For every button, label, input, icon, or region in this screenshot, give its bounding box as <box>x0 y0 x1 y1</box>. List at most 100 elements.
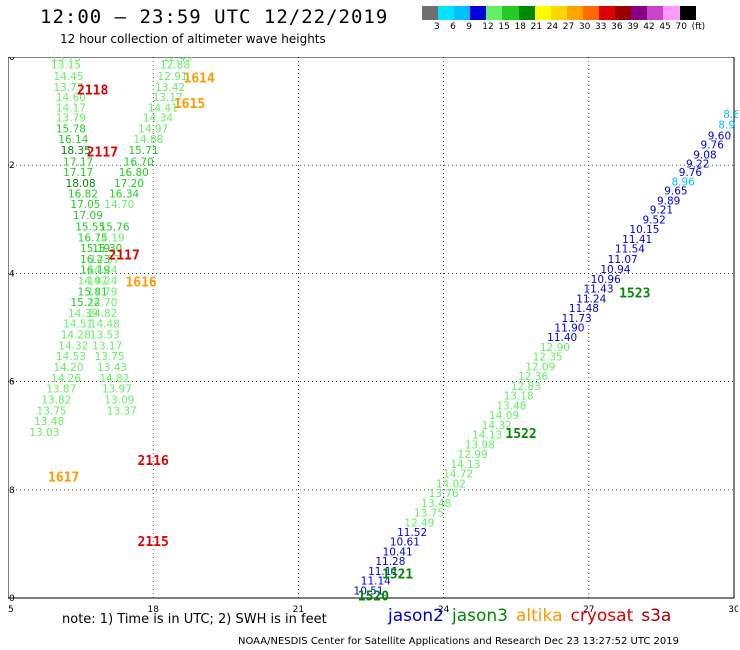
color-scale-legend <box>422 6 696 20</box>
wave-height-value: 13.97 <box>102 384 132 396</box>
wave-height-value: 13.87 <box>46 384 76 396</box>
wave-height-value: 14.97 <box>78 275 108 287</box>
wave-height-value: 11.54 <box>615 244 645 256</box>
wave-height-value: 10.51 <box>354 585 384 597</box>
credit-line: NOAA/NESDIS Center for Satellite Applica… <box>238 636 680 647</box>
wave-height-value: 17.09 <box>73 210 103 222</box>
y-tick-label: -42 <box>8 161 15 171</box>
y-tick-label: -46 <box>8 378 15 388</box>
color-swatch <box>599 6 616 20</box>
wave-height-value: 14.82 <box>99 373 129 385</box>
color-swatch <box>502 6 519 20</box>
wave-height-value: 14.13 <box>450 459 480 471</box>
color-scale-label: 27 <box>562 22 575 32</box>
x-tick-label: 27 <box>583 605 594 615</box>
wave-height-value: 13.42 <box>155 82 185 94</box>
wave-height-value: 14.19 <box>95 233 125 245</box>
wave-height-value: 9.60 <box>708 130 731 142</box>
wave-height-value: 14.09 <box>489 410 519 422</box>
wave-height-value: 17.05 <box>70 199 100 211</box>
color-swatch <box>438 6 455 20</box>
wave-height-map: 151821242730-40-42-44-46-48-5013.7513.15… <box>8 57 738 615</box>
wave-height-value: 15.30 <box>92 243 122 255</box>
wave-height-value: 10.15 <box>629 224 659 236</box>
wave-height-value: 14.60 <box>56 92 86 104</box>
satellite-legend-s3a: s3a <box>641 606 672 626</box>
wave-height-value: 9.76 <box>679 167 703 179</box>
wave-height-value: 14.82 <box>87 308 117 320</box>
x-tick-label: 30 <box>728 605 738 615</box>
pass-time-label: 1521 <box>382 568 413 583</box>
wave-height-value: 9.21 <box>650 205 673 217</box>
wave-height-value: 14.51 <box>63 319 93 331</box>
wave-height-value: 13.75 <box>51 57 81 64</box>
wave-height-value: 11.73 <box>562 313 592 325</box>
wave-height-value: 9.22 <box>686 159 709 171</box>
pass-time-label: 1520 <box>358 589 389 604</box>
color-swatch <box>566 6 583 20</box>
wave-height-value: 10.61 <box>390 537 420 549</box>
plot-frame <box>8 57 735 599</box>
wave-height-value: 10.96 <box>591 274 621 286</box>
wave-height-value: 10.41 <box>383 546 413 558</box>
wave-height-value: 15.22 <box>70 297 100 309</box>
wave-height-value: 14.39 <box>68 308 98 320</box>
wave-height-value: 14.57 <box>90 254 120 266</box>
wave-height-value: 14.70 <box>87 297 117 309</box>
wave-height-value: 14.45 <box>53 71 83 83</box>
wave-height-value: 11.90 <box>554 323 584 335</box>
wave-height-value: 14.02 <box>436 478 466 490</box>
wave-height-value: 13.48 <box>421 498 451 510</box>
color-scale-label: 6 <box>450 22 456 32</box>
wave-height-value: 14.28 <box>61 330 91 342</box>
pass-time-label: 2116 <box>138 454 169 469</box>
wave-height-value: 14.32 <box>482 420 512 432</box>
wave-height-value: 14.72 <box>443 469 473 481</box>
wave-height-value: 11.40 <box>547 332 577 344</box>
color-scale-label: 9 <box>466 22 472 32</box>
pass-time-label: 2117 <box>87 146 118 161</box>
wave-height-value: 11.52 <box>397 527 427 539</box>
pass-time-label: 2118 <box>77 83 108 98</box>
wave-height-value: 14.41 <box>148 102 178 114</box>
wave-height-value: 16.19 <box>80 265 110 277</box>
wave-height-value: 13.75 <box>37 405 67 417</box>
wave-height-value: 16.70 <box>124 156 154 168</box>
wave-height-value: 14.17 <box>56 102 86 114</box>
wave-height-value: 13.17 <box>153 92 183 104</box>
color-scale-label: 33 <box>595 22 607 32</box>
footer-note: note: 1) Time is in UTC; 2) SWH is in fe… <box>62 612 327 627</box>
wave-height-value: 13.76 <box>429 488 459 500</box>
wave-height-value: 14.32 <box>58 340 88 352</box>
wave-height-value: 14.84 <box>87 265 117 277</box>
y-tick-label: -44 <box>8 269 15 279</box>
wave-height-value: 14.79 <box>87 286 117 298</box>
wave-height-value: 13.53 <box>90 330 120 342</box>
wave-height-value: 15.81 <box>78 286 108 298</box>
wave-height-value: 13.15 <box>51 60 81 72</box>
color-scale-label: 36 <box>611 22 623 32</box>
color-scale-label: 45 <box>659 22 671 32</box>
y-tick-label: -48 <box>8 486 15 496</box>
wave-height-value: 14.34 <box>143 113 173 125</box>
wave-height-value: 13.09 <box>104 394 134 406</box>
wave-height-value: 11.14 <box>361 576 391 588</box>
wave-height-value: 13.48 <box>34 416 64 428</box>
page-title: 12:00 – 23:59 UTC 12/22/2019 <box>40 6 389 28</box>
wave-height-value: 12.88 <box>160 60 190 72</box>
color-swatch <box>454 6 471 20</box>
color-scale-label: 70 <box>675 22 687 32</box>
wave-height-value: 17.17 <box>63 167 93 179</box>
wave-height-value: 14.70 <box>104 199 134 211</box>
wave-height-value: 9.52 <box>642 214 665 226</box>
color-swatch <box>534 6 551 20</box>
wave-height-value: 9.89 <box>657 195 680 207</box>
x-tick-label: 15 <box>8 605 14 615</box>
color-swatch <box>663 6 680 20</box>
wave-height-value: 11.07 <box>608 254 638 266</box>
satellite-legend-altika: altika <box>516 606 563 626</box>
wave-height-value: 16.80 <box>119 167 149 179</box>
wave-height-value: 9.65 <box>664 186 687 198</box>
wave-height-value: 11.41 <box>622 234 652 246</box>
color-swatch <box>470 6 487 20</box>
